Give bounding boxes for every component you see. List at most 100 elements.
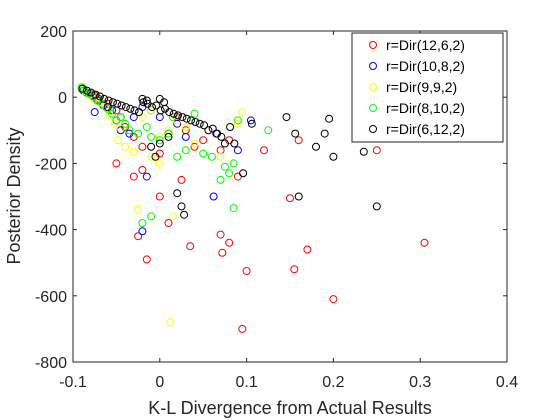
data-point-4-7 [108,98,117,107]
y-tick-label: -800 [35,355,67,372]
data-point-4-1 [82,86,91,95]
data-point-4-49 [147,142,156,151]
x-tick-label: 0.1 [235,374,257,391]
data-point-1-14 [181,132,190,141]
data-point-1-20 [209,192,218,201]
data-point-1-21 [90,108,99,117]
data-point-3-10 [121,119,130,128]
data-point-4-45 [294,192,303,201]
data-point-4-27 [195,119,204,128]
data-point-3-23 [229,159,238,168]
legend-marker-3 [369,104,377,112]
data-point-4-48 [180,210,189,219]
data-point-3-9 [116,113,125,122]
data-point-4-8 [113,99,122,108]
data-point-4-40 [320,129,329,138]
data-point-4-10 [121,103,130,112]
data-point-0-38 [238,324,247,333]
x-tick-label: -0.1 [59,374,87,391]
data-point-0-25 [155,192,164,201]
data-point-0-30 [186,242,195,251]
data-point-4-3 [91,90,100,99]
data-point-2-8 [114,136,123,145]
data-point-4-12 [130,106,139,115]
data-point-2-17 [190,139,199,148]
data-point-4-47 [177,202,186,211]
data-point-3-27 [229,204,238,213]
data-point-4-26 [191,118,200,126]
data-point-3-21 [216,175,225,184]
data-point-3-12 [134,129,143,138]
data-point-4-41 [325,114,334,123]
data-point-1-16 [233,146,242,155]
data-point-2-20 [116,124,125,133]
data-point-1-18 [138,227,147,236]
data-point-2-23 [168,212,177,221]
data-point-4-29 [204,126,213,135]
data-point-2-26 [216,152,225,161]
data-point-1-8 [125,129,134,138]
data-point-4-42 [329,152,338,161]
data-point-3-26 [220,162,229,171]
legend-marker-4 [369,125,377,133]
data-point-3-20 [207,152,216,161]
data-point-0-29 [164,219,173,227]
x-tick-label: 0.2 [322,374,344,391]
data-point-4-22 [174,111,182,120]
x-tick-label: 0 [155,374,164,391]
data-point-3-22 [225,169,234,178]
data-point-3-11 [125,126,134,135]
data-point-2-21 [155,159,164,168]
data-point-4-20 [165,108,174,117]
data-point-3-18 [181,146,190,155]
data-point-0-23 [112,159,121,168]
y-tick-label: -400 [35,223,67,240]
data-point-4-9 [117,101,126,110]
data-point-3-15 [155,136,164,145]
data-point-3-28 [138,219,147,227]
y-tick-label: -200 [35,156,67,173]
data-point-4-32 [217,132,226,141]
data-point-0-21 [294,136,303,145]
y-tick-label: -600 [35,289,67,306]
data-point-4-34 [230,139,239,148]
data-point-0-20 [260,146,268,155]
data-point-4-11 [126,104,135,113]
data-point-3-17 [173,152,182,161]
data-point-2-25 [147,152,156,161]
data-point-3-19 [199,149,208,158]
data-point-4-0 [78,84,87,93]
data-point-4-55 [142,96,151,105]
data-point-4-28 [200,121,209,130]
data-point-4-54 [138,94,147,103]
y-axis-label: Posterior Density [4,127,24,264]
data-point-4-13 [135,108,143,117]
data-point-4-16 [148,103,156,112]
data-point-4-2 [87,88,96,97]
data-point-3-29 [147,212,156,221]
data-point-0-37 [329,295,338,304]
x-axis-ticks: -0.1 0 0.1 0.2 0.3 0.4 [59,31,518,391]
data-point-4-37 [282,113,291,122]
legend-label-1: r=Dir(10,8,2) [386,58,465,74]
data-point-2-10 [129,147,138,156]
data-point-4-17 [152,101,161,110]
data-point-3-7 [108,109,117,118]
data-point-0-41 [129,172,138,181]
data-point-3-14 [147,132,156,141]
data-point-4-35 [239,169,248,178]
data-point-2-22 [134,205,143,214]
y-tick-label: 0 [58,90,67,107]
legend-label-4: r=Dir(6,12,2) [386,121,465,137]
data-point-0-26 [177,175,186,184]
data-point-4-38 [291,129,300,138]
data-point-4-51 [151,152,160,161]
data-point-4-23 [178,113,187,122]
data-point-0-10 [138,142,147,151]
data-point-1-19 [142,172,151,181]
y-tick-label: 200 [40,24,67,41]
data-point-4-53 [220,139,229,148]
legend-label-2: r=Dir(9,9,2) [386,79,457,95]
data-point-0-22 [372,146,381,155]
data-point-0-36 [303,245,312,254]
